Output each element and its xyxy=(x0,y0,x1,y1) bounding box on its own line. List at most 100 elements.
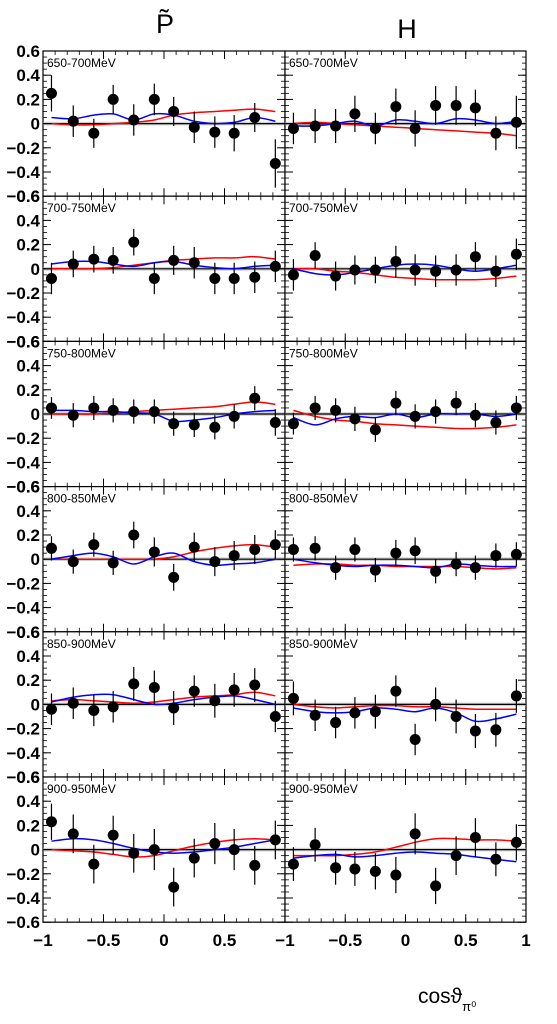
data-point xyxy=(269,416,281,428)
data-point xyxy=(369,264,381,276)
data-point xyxy=(107,404,119,416)
data-point xyxy=(390,397,402,409)
data-point xyxy=(450,397,462,409)
data-point xyxy=(188,541,200,553)
data-point xyxy=(469,832,481,843)
data-point xyxy=(450,264,462,276)
data-point xyxy=(430,880,442,892)
blue-model-curve xyxy=(293,707,517,723)
y-tick-label: 0.6 xyxy=(16,478,40,497)
data-point xyxy=(148,546,160,558)
red-model-curve xyxy=(51,108,276,126)
x-tick-label: 0.5 xyxy=(213,931,237,950)
x-tick-label: 1 xyxy=(521,931,530,950)
y-tick-label: 0.4 xyxy=(16,792,40,811)
data-point xyxy=(469,409,481,421)
data-point xyxy=(309,542,321,554)
data-point xyxy=(269,158,281,170)
energy-bin-label: 700-750MeV xyxy=(47,201,116,215)
y-tick-label: 0 xyxy=(31,115,40,134)
y-tick-label: −0.4 xyxy=(6,453,40,472)
data-point xyxy=(67,115,79,127)
x-tick-label: −0.5 xyxy=(328,931,362,950)
data-point xyxy=(369,424,381,436)
data-point xyxy=(409,410,421,422)
data-point xyxy=(469,562,481,574)
y-tick-label: −0.2 xyxy=(6,429,40,448)
data-point xyxy=(107,701,119,713)
data-point xyxy=(510,248,522,260)
data-point xyxy=(510,402,522,414)
data-point xyxy=(430,265,442,277)
data-point xyxy=(67,828,79,840)
x-tick-label: 0.5 xyxy=(454,931,478,950)
data-point xyxy=(209,838,221,850)
data-point xyxy=(287,269,299,281)
data-point xyxy=(148,406,160,418)
y-tick-label: 0.2 xyxy=(16,90,40,109)
data-point xyxy=(349,108,361,120)
energy-bin-label: 800-850MeV xyxy=(289,492,358,506)
data-point xyxy=(469,251,481,263)
data-point xyxy=(430,565,442,577)
data-point xyxy=(45,816,57,828)
y-tick-label: 0.4 xyxy=(16,66,40,85)
panel-p-tilde-800-850MeV: 800-850MeV xyxy=(42,486,286,633)
data-point xyxy=(349,863,361,875)
data-point xyxy=(390,101,402,113)
data-point xyxy=(45,272,57,284)
data-point xyxy=(450,558,462,570)
y-tick-label: −0.2 xyxy=(6,720,40,739)
data-point xyxy=(188,419,200,431)
data-point xyxy=(287,544,299,556)
y-tick-label: 0.4 xyxy=(16,211,40,230)
panel-p-tilde-650-700MeV: 650-700MeV xyxy=(42,50,286,197)
column-title-p-tilde: P̃ xyxy=(156,9,174,39)
y-tick-label: −0.6 xyxy=(6,623,40,642)
data-point xyxy=(369,706,381,718)
data-point xyxy=(287,122,299,134)
data-point xyxy=(269,539,281,551)
data-point xyxy=(390,547,402,559)
data-point xyxy=(349,264,361,276)
data-point xyxy=(107,829,119,841)
data-point xyxy=(330,862,342,874)
panel-h-800-850MeV: 800-850MeV xyxy=(284,486,527,633)
y-tick-label: −0.4 xyxy=(6,889,40,908)
data-point xyxy=(490,853,502,865)
x-tick-label: −0.5 xyxy=(87,931,121,950)
data-point xyxy=(168,702,180,714)
data-point xyxy=(409,733,421,745)
data-point xyxy=(228,272,240,284)
data-point xyxy=(228,844,240,856)
blue-model-curve xyxy=(51,552,276,567)
y-tick-label: 0.6 xyxy=(16,623,40,642)
data-point xyxy=(309,709,321,721)
data-point xyxy=(490,550,502,562)
data-point xyxy=(249,392,261,404)
red-model-curve xyxy=(51,401,276,415)
data-point xyxy=(168,254,180,266)
energy-bin-label: 800-850MeV xyxy=(47,492,116,506)
y-tick-label: −0.4 xyxy=(6,744,40,763)
data-point xyxy=(369,865,381,877)
data-point xyxy=(269,260,281,272)
data-point xyxy=(67,697,79,709)
y-tick-label: −0.6 xyxy=(6,332,40,351)
data-point xyxy=(188,852,200,864)
data-point xyxy=(148,272,160,284)
data-point xyxy=(330,717,342,729)
y-tick-label: −0.2 xyxy=(6,139,40,158)
data-point xyxy=(228,410,240,422)
y-tick-label: 0 xyxy=(31,550,40,569)
data-point xyxy=(430,698,442,710)
data-point xyxy=(188,121,200,133)
energy-bin-label: 850-900MeV xyxy=(289,637,358,651)
data-point xyxy=(148,844,160,856)
x-tick-label: −1 xyxy=(33,931,52,950)
data-point xyxy=(469,725,481,737)
data-point xyxy=(287,418,299,430)
y-tick-label: −0.2 xyxy=(6,865,40,884)
panel-grid: 650-700MeV 650-700MeV −0.6 −0.4 −0.2 0 0.2 0.4 0… xyxy=(6,42,527,932)
